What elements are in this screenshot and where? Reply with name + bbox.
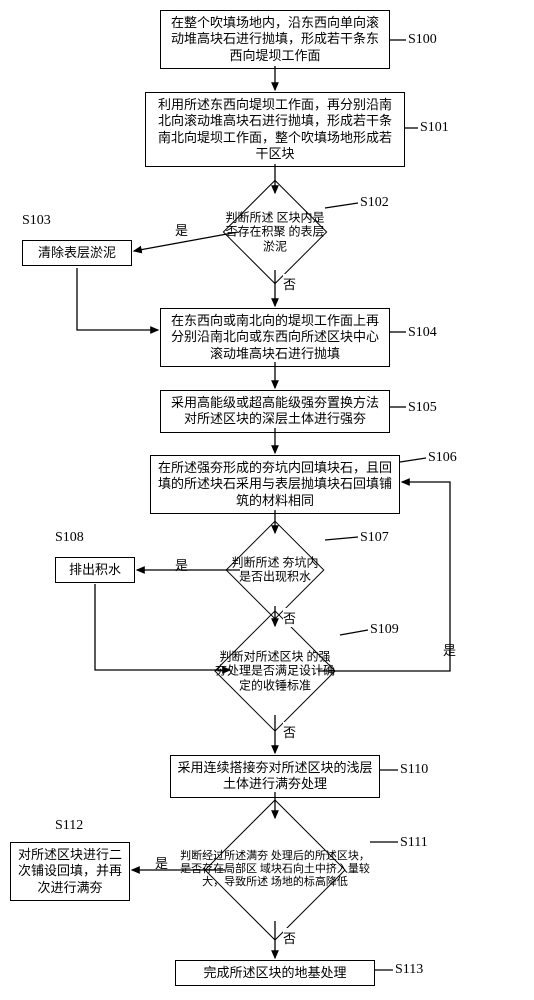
label-s113: S113 [395, 962, 423, 978]
node-text: 采用高能级或超高能级强夯置换方法对所述区块的深层土体进行强夯 [171, 395, 379, 426]
node-text: 采用连续搭接夯对所述区块的浅层土体进行满夯处理 [177, 760, 372, 791]
node-s108: 排出积水 [55, 557, 135, 583]
node-text: 判断经过所述满夯 处理后的所述区块，是否存在局部区 域块石向土中挤入量较大，导致… [175, 850, 375, 890]
label-s103: S103 [22, 213, 51, 229]
label-s110: S110 [400, 762, 428, 778]
node-text: 清除表层淤泥 [38, 245, 116, 260]
edge-yes-s111: 是 [155, 853, 168, 872]
label-s107: S107 [360, 530, 389, 546]
label-s102: S102 [360, 195, 389, 211]
edge-no-s111: 否 [283, 928, 296, 947]
node-s100: 在整个吹填场地内，沿东西向单向滚动堆高块石进行抛填，形成若干条东西向堤坝工作面 [160, 10, 390, 69]
label-s100: S100 [408, 32, 437, 48]
node-s101: 利用所述东西向堤坝工作面，再分别沿南北向滚动堆高块石进行抛填，形成若干条南北向堤… [145, 92, 405, 167]
edge-no-s107: 否 [283, 608, 296, 627]
node-s112: 对所述区块进行二次铺设回填，并再次进行满夯 [10, 842, 130, 901]
label-s101: S101 [420, 120, 449, 136]
label-s105: S105 [408, 400, 437, 416]
edge-yes-s109: 是 [443, 640, 456, 659]
node-text: 在整个吹填场地内，沿东西向单向滚动堆高块石进行抛填，形成若干条东西向堤坝工作面 [171, 15, 379, 63]
label-s112: S112 [55, 818, 83, 834]
node-s107: 判断所述 夯坑内是否出现积水 [240, 535, 310, 605]
node-text: 判断所述 区块内是否存在积聚 的表层淤泥 [223, 210, 327, 253]
edge-yes-s102: 是 [175, 220, 188, 239]
label-s104: S104 [408, 325, 437, 341]
node-s103: 清除表层淤泥 [22, 240, 132, 266]
node-text: 在所述强夯形成的夯坑内回填块石，且回填的所述块石采用与表层抛填块石回填铺筑的材料… [158, 460, 392, 508]
node-s104: 在东西向或南北向的堤坝工作面上再分别沿南北向或东西向所述区块中心滚动堆高块石进行… [160, 308, 390, 367]
node-s106: 在所述强夯形成的夯坑内回填块石，且回填的所述块石采用与表层抛填块石回填铺筑的材料… [150, 455, 400, 514]
label-s111: S111 [400, 835, 428, 851]
node-text: 利用所述东西向堤坝工作面，再分别沿南北向滚动堆高块石进行抛填，形成若干条南北向堤… [158, 97, 392, 161]
node-text: 判断所述 夯坑内是否出现积水 [226, 556, 324, 585]
edge-yes-s107: 是 [175, 555, 188, 574]
node-s105: 采用高能级或超高能级强夯置换方法对所述区块的深层土体进行强夯 [160, 390, 390, 433]
node-text: 完成所述区块的地基处理 [203, 965, 346, 980]
node-text: 对所述区块进行二次铺设回填，并再次进行满夯 [18, 847, 122, 895]
label-s106: S106 [428, 450, 457, 466]
edge-no-s102: 否 [283, 274, 296, 293]
label-s109: S109 [370, 622, 399, 638]
node-text: 在东西向或南北向的堤坝工作面上再分别沿南北向或东西向所述区块中心滚动堆高块石进行… [171, 313, 379, 361]
node-s111: 判断经过所述满夯 处理后的所述区块，是否存在局部区 域块石向土中挤入量较大，导致… [225, 820, 325, 920]
node-text: 排出积水 [69, 562, 121, 577]
flowchart-canvas: 在整个吹填场地内，沿东西向单向滚动堆高块石进行抛填，形成若干条东西向堤坝工作面 … [10, 10, 524, 990]
node-text: 判断对所述区块 的强夯处理是否满足设计确 定的收锤标准 [215, 649, 335, 692]
node-s102: 判断所述 区块内是否存在积聚 的表层淤泥 [238, 195, 312, 269]
node-s113: 完成所述区块的地基处理 [175, 960, 375, 986]
edge-no-s109: 否 [283, 722, 296, 741]
label-s108: S108 [55, 530, 84, 546]
node-s109: 判断对所述区块 的强夯处理是否满足设计确 定的收锤标准 [232, 628, 318, 714]
node-s110: 采用连续搭接夯对所述区块的浅层土体进行满夯处理 [170, 755, 380, 798]
